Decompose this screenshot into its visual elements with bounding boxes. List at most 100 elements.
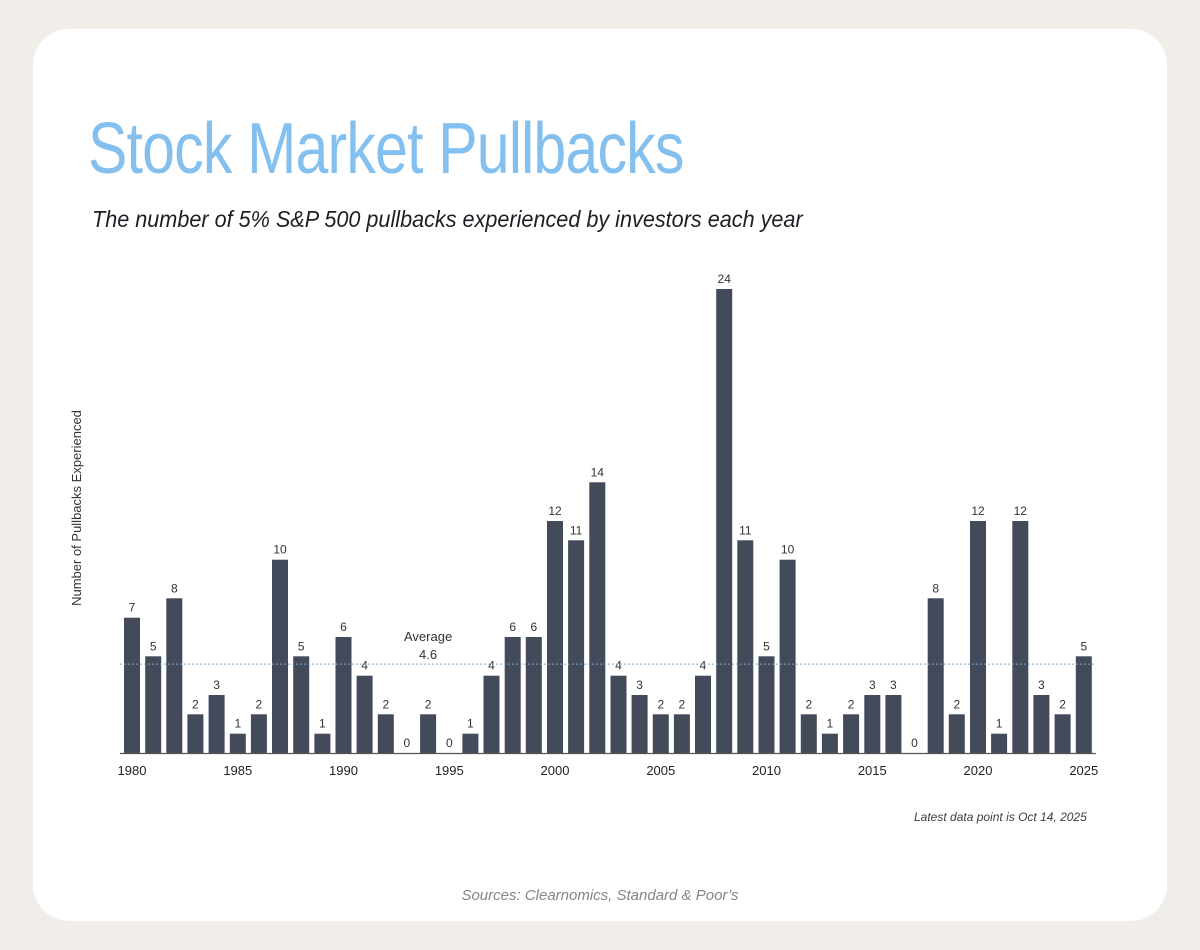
- bar-2001: [568, 540, 585, 753]
- x-tick-label-1985: 1985: [223, 763, 252, 778]
- bar-2024: [1054, 714, 1071, 753]
- bar-2006: [673, 714, 690, 753]
- bar-1994: [420, 714, 437, 753]
- bar-value-label-2012: 2: [805, 697, 812, 711]
- bar-1992: [377, 714, 394, 753]
- bar-2016: [885, 695, 902, 753]
- bar-value-label-2015: 3: [869, 678, 876, 692]
- bar-value-label-2003: 4: [615, 659, 622, 673]
- bar-value-label-2000: 12: [548, 504, 562, 518]
- bar-value-label-2010: 5: [763, 639, 770, 653]
- bar-value-label-1990: 6: [340, 620, 347, 634]
- bar-2018: [927, 598, 944, 753]
- bar-value-label-1995: 0: [446, 736, 453, 750]
- bar-2004: [631, 695, 648, 753]
- bar-value-label-2001: 11: [570, 523, 583, 537]
- bar-2007: [695, 675, 711, 753]
- bar-value-label-1984: 3: [213, 678, 220, 692]
- bar-1999: [525, 637, 542, 753]
- x-tick-label-2005: 2005: [646, 763, 675, 778]
- x-tick-label-2020: 2020: [964, 763, 993, 778]
- bar-value-label-1983: 2: [192, 697, 199, 711]
- bar-1987: [272, 559, 288, 753]
- bar-value-label-1999: 6: [530, 620, 537, 634]
- bar-value-label-1992: 2: [382, 697, 389, 711]
- bar-value-label-2006: 2: [679, 697, 686, 711]
- bar-1991: [356, 675, 373, 753]
- average-label: Average: [404, 629, 452, 644]
- bar-value-label-2016: 3: [890, 678, 897, 692]
- bar-2022: [1012, 521, 1029, 753]
- bar-value-label-2021: 1: [996, 717, 1003, 731]
- bar-2012: [800, 714, 817, 753]
- bar-1988: [293, 656, 310, 753]
- bar-value-label-2024: 2: [1059, 697, 1066, 711]
- bar-1997: [483, 675, 500, 753]
- bar-1985: [229, 733, 246, 753]
- bar-value-label-2025: 5: [1080, 639, 1087, 653]
- bar-value-label-1987: 10: [273, 543, 287, 557]
- bar-value-label-1988: 5: [298, 639, 305, 653]
- bar-value-label-2008: 24: [718, 272, 732, 286]
- bar-value-label-2011: 10: [781, 543, 795, 557]
- x-tick-label-2010: 2010: [752, 763, 781, 778]
- bar-value-label-2018: 8: [932, 581, 939, 595]
- bar-value-label-2022: 12: [1014, 504, 1028, 518]
- bar-2014: [843, 714, 860, 753]
- bar-1986: [250, 714, 267, 753]
- bar-2021: [991, 733, 1008, 753]
- page-title: Stock Market Pullbacks: [88, 109, 684, 189]
- bar-2002: [589, 482, 606, 753]
- bar-value-label-1997: 4: [488, 659, 495, 673]
- bar-2008: [716, 289, 733, 753]
- latest-data-note: Latest data point is Oct 14, 2025: [914, 810, 1087, 824]
- x-tick-label-2000: 2000: [541, 763, 570, 778]
- bar-value-label-2005: 2: [657, 697, 664, 711]
- bar-1981: [145, 656, 162, 753]
- bar-2015: [864, 695, 881, 753]
- bar-1996: [462, 733, 479, 753]
- bar-value-label-1996: 1: [467, 717, 474, 731]
- bar-1989: [314, 733, 331, 753]
- chart-card: [33, 29, 1167, 921]
- bar-1984: [208, 695, 225, 753]
- bar-1980: [124, 617, 140, 753]
- bar-value-label-1991: 4: [361, 659, 368, 673]
- bar-value-label-2013: 1: [827, 717, 834, 731]
- bar-2005: [652, 714, 669, 753]
- bar-2000: [547, 521, 563, 753]
- bar-2019: [948, 714, 965, 753]
- bar-2003: [610, 675, 627, 753]
- bar-2020: [970, 521, 986, 753]
- bar-2025: [1075, 656, 1092, 753]
- average-value-label: 4.6: [419, 647, 437, 662]
- bar-value-label-1986: 2: [256, 697, 263, 711]
- bar-value-label-2009: 11: [739, 523, 752, 537]
- bar-value-label-1981: 5: [150, 639, 157, 653]
- bar-2013: [821, 733, 838, 753]
- bar-value-label-2004: 3: [636, 678, 643, 692]
- sources-note: Sources: Clearnomics, Standard & Poor’s: [461, 887, 739, 904]
- bar-value-label-2002: 14: [591, 465, 605, 479]
- bar-value-label-1993: 0: [404, 736, 411, 750]
- x-tick-label-1980: 1980: [118, 763, 147, 778]
- bar-value-label-2023: 3: [1038, 678, 1045, 692]
- bar-value-label-2014: 2: [848, 697, 855, 711]
- x-tick-label-2015: 2015: [858, 763, 887, 778]
- bar-2009: [737, 540, 754, 753]
- bar-2010: [758, 656, 775, 753]
- x-tick-label-2025: 2025: [1069, 763, 1098, 778]
- bar-2023: [1033, 695, 1050, 753]
- bar-1982: [166, 598, 183, 753]
- x-tick-label-1995: 1995: [435, 763, 464, 778]
- page-subtitle: The number of 5% S&P 500 pullbacks exper…: [92, 206, 803, 232]
- bar-value-label-2019: 2: [953, 697, 960, 711]
- bar-value-label-2020: 12: [971, 504, 985, 518]
- bar-2011: [779, 559, 796, 753]
- bar-value-label-2017: 0: [911, 736, 918, 750]
- bar-value-label-1985: 1: [234, 717, 241, 731]
- bar-value-label-1998: 6: [509, 620, 516, 634]
- x-tick-label-1990: 1990: [329, 763, 358, 778]
- bar-1990: [335, 637, 352, 753]
